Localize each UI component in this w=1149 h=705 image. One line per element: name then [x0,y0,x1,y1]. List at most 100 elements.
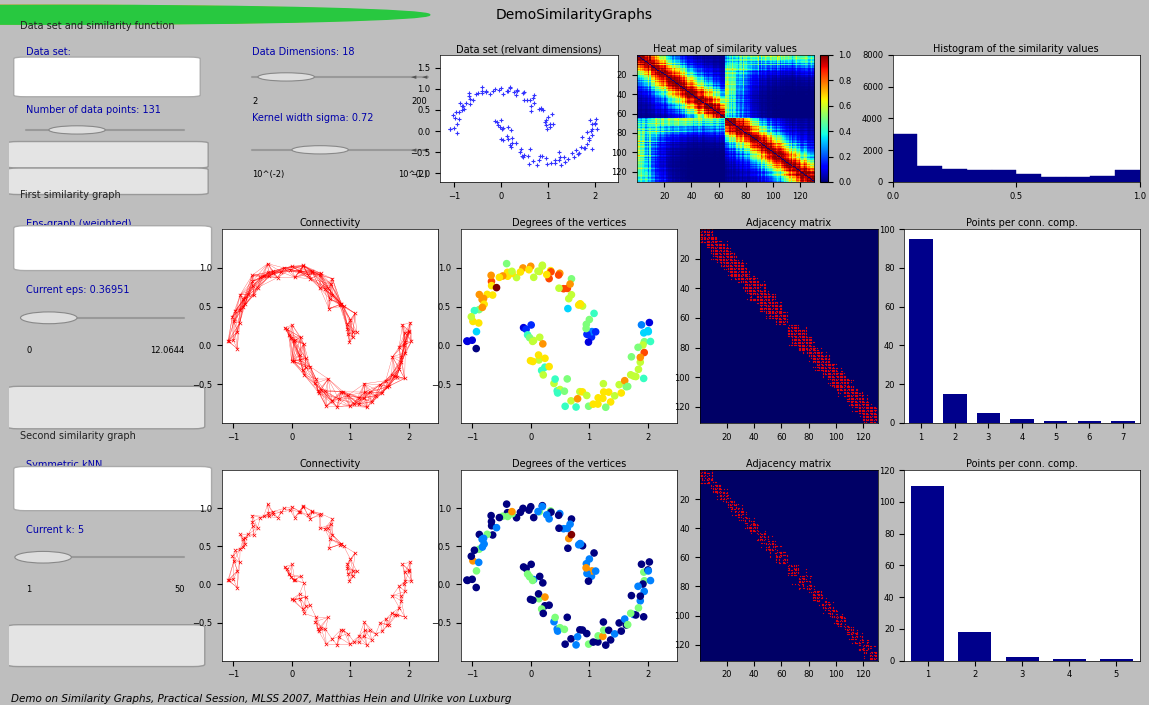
Point [794,330,812,341]
Point [828,374,847,386]
Point [715,486,733,498]
Point [817,597,835,608]
Point [464,94,483,105]
Point [765,288,784,300]
Point [720,260,739,271]
Title: Adjacency matrix: Adjacency matrix [746,219,832,228]
Point [731,277,749,288]
Point [715,489,733,501]
Point [854,644,872,655]
Point [851,393,870,405]
Point [703,469,722,480]
Point [828,385,847,396]
Point [695,466,714,477]
Point [493,134,511,145]
Point [824,367,842,379]
Point [863,652,881,663]
Point [788,334,807,345]
Point [749,277,768,288]
Point [819,366,838,377]
Point [716,495,734,506]
Point [731,507,749,518]
Point [719,243,738,254]
Point [841,391,859,402]
Point [525,512,543,523]
Point [700,469,718,480]
Point [704,244,723,255]
Point [809,354,827,365]
Point [828,606,847,617]
Point [771,314,789,325]
Point [770,555,788,566]
Point [723,260,741,271]
Text: 200: 200 [411,97,427,106]
Point [531,151,549,162]
Point [693,228,711,239]
Point [792,343,810,355]
Point [703,467,722,479]
Point [701,226,719,238]
Point [533,577,552,589]
Point [864,401,882,412]
Point [794,572,812,584]
Bar [977,413,1000,423]
Point [797,343,816,355]
Text: Two moons (balanced): Two moons (balanced) [56,73,157,81]
Point [718,250,737,262]
Point [802,582,820,594]
Point [823,379,841,390]
Point [510,146,529,157]
Point [745,293,763,305]
Point [786,329,804,340]
Point [832,376,850,387]
Point [618,381,637,392]
Point [725,255,743,266]
Point [401,317,419,329]
Point [839,384,857,395]
Point [738,517,756,528]
Point [801,346,819,357]
Point [777,555,795,566]
Point [800,584,818,595]
Point [828,376,847,387]
Point [758,290,777,301]
Point [303,266,322,278]
Point [711,479,730,491]
Point [838,396,856,407]
Point [845,389,863,400]
Point [734,277,753,288]
Point [843,393,862,405]
Point [720,247,739,259]
Point [242,270,261,281]
Point [728,504,747,515]
Point [735,284,754,295]
Point [795,575,813,587]
Point [795,334,813,345]
Point [716,243,734,254]
Point [503,508,522,520]
Point [774,312,793,324]
Point [765,290,784,301]
Point [778,551,796,562]
Point [849,639,867,650]
Point [701,482,719,493]
Point [373,387,392,398]
Point [269,272,287,283]
Point [831,382,849,393]
Point [864,646,882,658]
Point [764,302,782,313]
Point [788,578,807,589]
Point [755,290,773,301]
Point [499,121,517,133]
Point [741,275,759,286]
Point [219,575,238,586]
Point [786,578,804,589]
Point [704,240,723,251]
Point [723,265,741,276]
Point [789,574,808,585]
Point [807,345,825,356]
Point [578,390,596,401]
Point [493,123,511,135]
Point [296,600,315,611]
Point [826,364,845,375]
